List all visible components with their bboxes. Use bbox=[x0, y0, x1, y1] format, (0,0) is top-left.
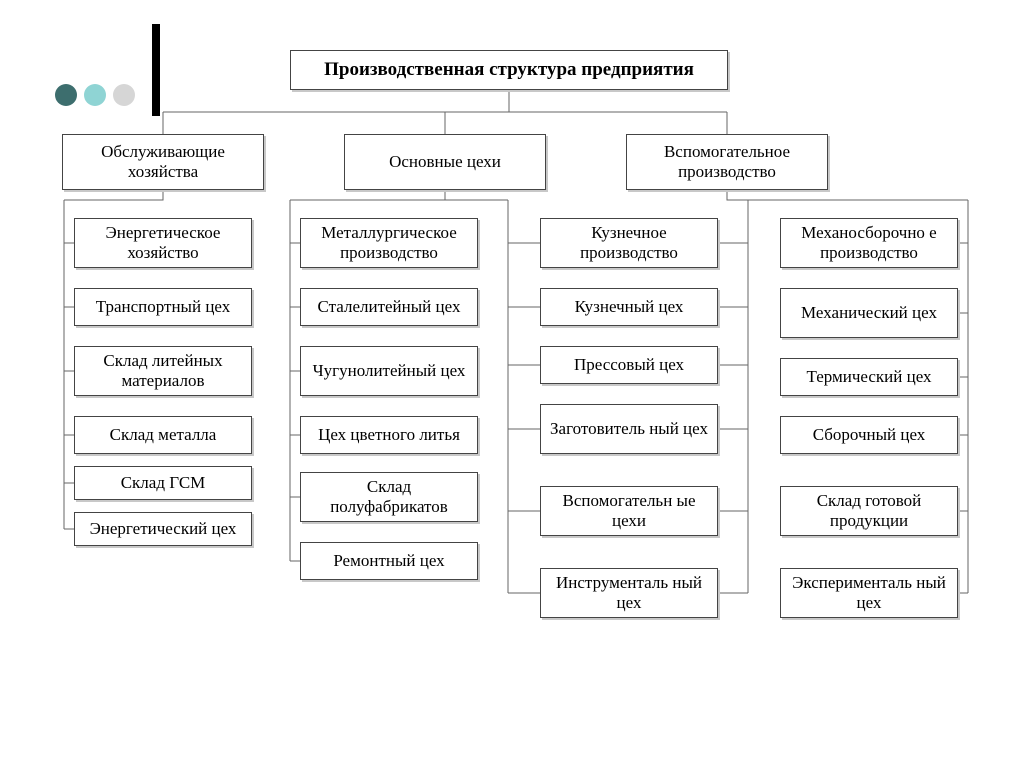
node-c4: Цех цветного литья bbox=[300, 416, 478, 454]
node-d6: Инструменталь ный цех bbox=[540, 568, 718, 618]
node-a2: Транспортный цех bbox=[74, 288, 252, 326]
node-e3: Термический цех bbox=[780, 358, 958, 396]
node-a6: Энергетический цех bbox=[74, 512, 252, 546]
node-d3: Прессовый цех bbox=[540, 346, 718, 384]
node-a4: Склад металла bbox=[74, 416, 252, 454]
decor-circle-0 bbox=[55, 84, 77, 106]
node-d1: Кузнечное производство bbox=[540, 218, 718, 268]
node-c6: Ремонтный цех bbox=[300, 542, 478, 580]
node-root: Производственная структура предприятия bbox=[290, 50, 728, 90]
node-e1: Механосборочно е производство bbox=[780, 218, 958, 268]
node-a1: Энергетическое хозяйство bbox=[74, 218, 252, 268]
decor-circle-1 bbox=[84, 84, 106, 106]
node-e2: Механический цех bbox=[780, 288, 958, 338]
node-c1: Металлургическое производство bbox=[300, 218, 478, 268]
node-d2: Кузнечный цех bbox=[540, 288, 718, 326]
decor-bar bbox=[158, 24, 160, 116]
node-c5: Склад полуфабрикатов bbox=[300, 472, 478, 522]
node-d4: Заготовитель ный цех bbox=[540, 404, 718, 454]
node-b1: Обслуживающие хозяйства bbox=[62, 134, 264, 190]
node-e5: Склад готовой продукции bbox=[780, 486, 958, 536]
node-c2: Сталелитейный цех bbox=[300, 288, 478, 326]
node-b2: Основные цехи bbox=[344, 134, 546, 190]
decor-circle-2 bbox=[113, 84, 135, 106]
node-c3: Чугунолитейный цех bbox=[300, 346, 478, 396]
node-d5: Вспомогательн ые цехи bbox=[540, 486, 718, 536]
node-e6: Эксперименталь ный цех bbox=[780, 568, 958, 618]
org-chart-stage: Производственная структура предприятия Об… bbox=[0, 0, 1024, 767]
node-e4: Сборочный цех bbox=[780, 416, 958, 454]
node-b3: Вспомогательное производство bbox=[626, 134, 828, 190]
node-a3: Склад литейных материалов bbox=[74, 346, 252, 396]
node-a5: Склад ГСМ bbox=[74, 466, 252, 500]
